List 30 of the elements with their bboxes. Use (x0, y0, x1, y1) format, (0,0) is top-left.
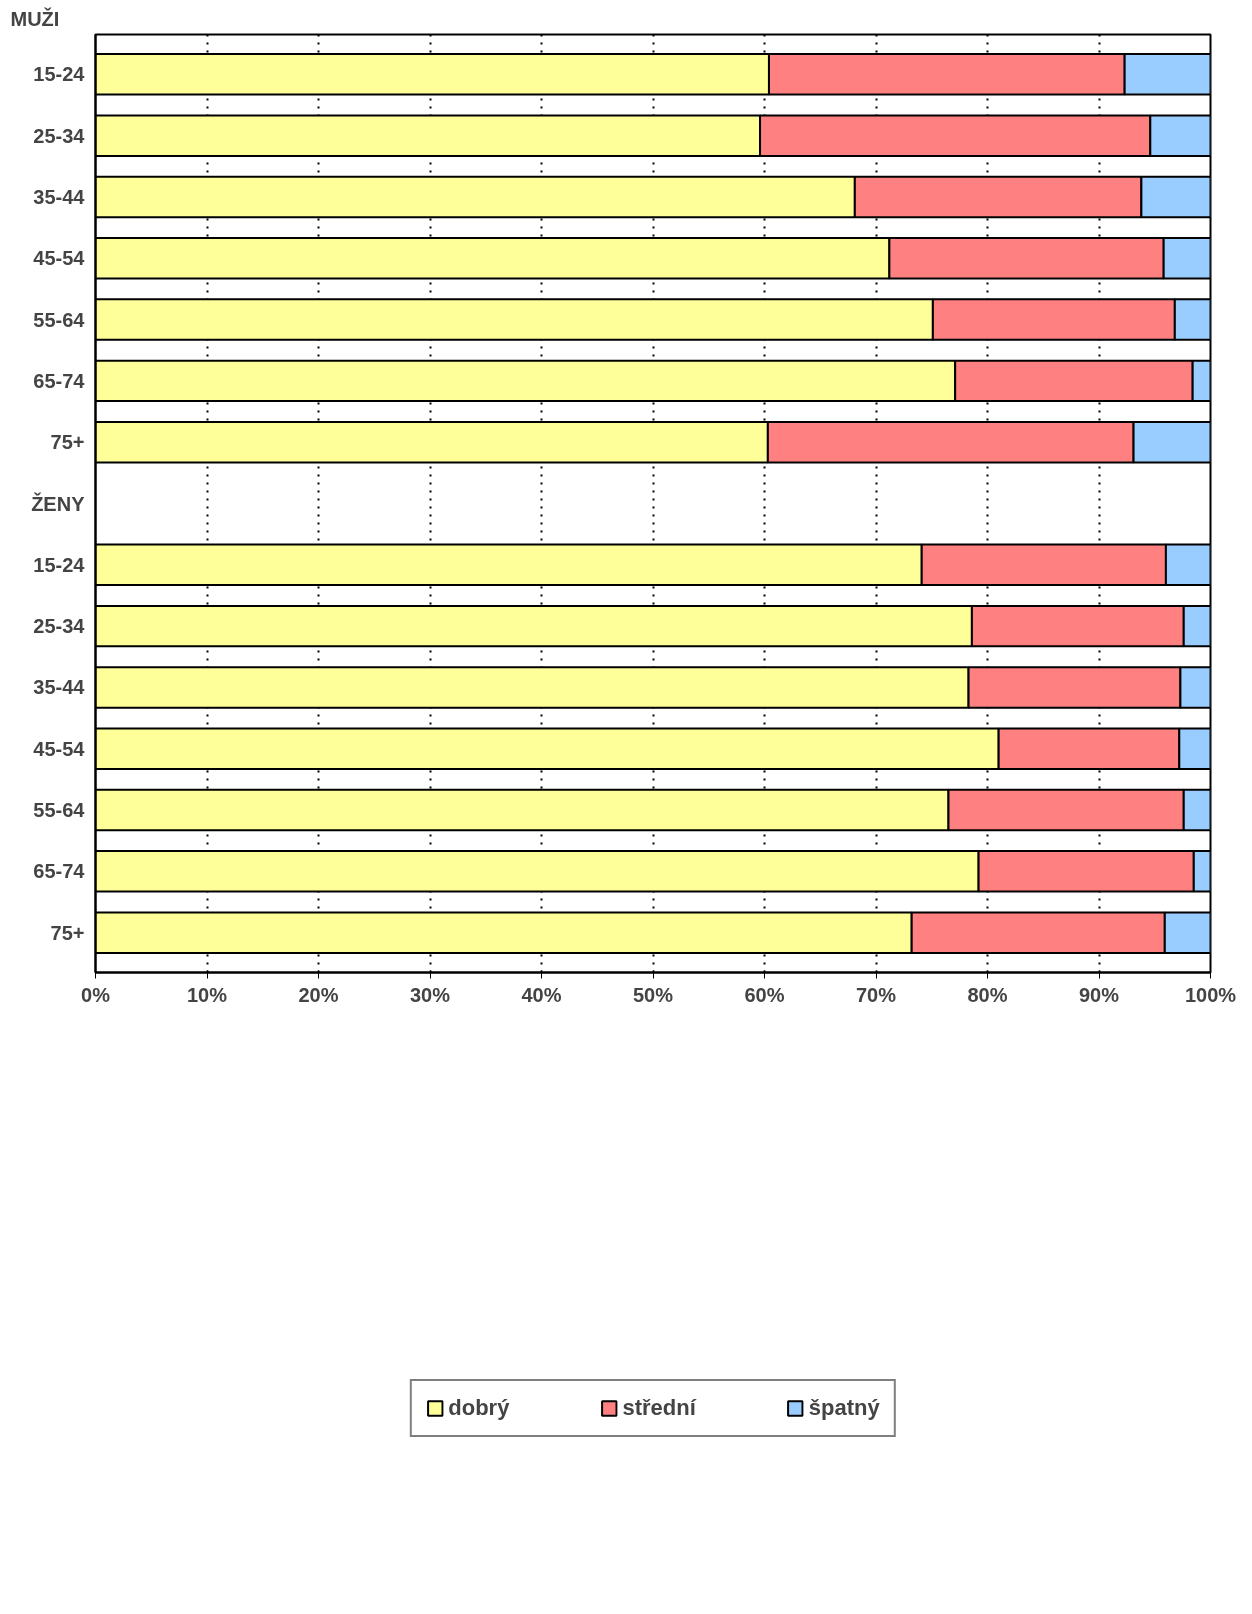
x-tick-label: 20% (298, 983, 339, 1006)
y-tick-label: 45-54 (33, 247, 86, 270)
x-tick-label: 60% (744, 983, 785, 1006)
y-tick-label: 75+ (50, 431, 85, 454)
y-tick-label: 15-24 (33, 63, 86, 86)
x-tick-label: 70% (855, 983, 897, 1006)
y-tick-label: 55-64 (33, 308, 86, 331)
x-tick-label: 100% (1184, 983, 1237, 1006)
x-tick-label: 30% (409, 983, 451, 1006)
y-tick-label: 75+ (50, 921, 85, 944)
y-tick-label: 35-44 (33, 185, 86, 208)
y-tick-label: 25-34 (33, 615, 86, 638)
text: MUŽI (10, 6, 60, 30)
y-tick-label: 15-24 (33, 553, 86, 576)
legend-label: dobrý (448, 1394, 510, 1421)
y-tick-label: 65-74 (33, 860, 86, 883)
y-tick-label: ŽENY (31, 491, 86, 515)
x-tick-label: 10% (186, 983, 228, 1006)
y-tick-label: 65-74 (33, 369, 86, 392)
x-tick-label: 80% (967, 983, 1008, 1006)
y-tick-label: 35-44 (33, 676, 86, 699)
x-tick-label: 50% (632, 983, 674, 1006)
legend-label: střední (622, 1394, 696, 1421)
x-tick-label: 90% (1078, 983, 1120, 1006)
x-tick-label: 40% (521, 983, 562, 1006)
y-tick-label: 45-54 (33, 737, 86, 760)
y-tick-label: 55-64 (33, 799, 86, 822)
x-tick-label: 0% (81, 983, 111, 1006)
y-tick-label: 25-34 (33, 124, 86, 147)
legend-label: špatný (808, 1394, 880, 1421)
